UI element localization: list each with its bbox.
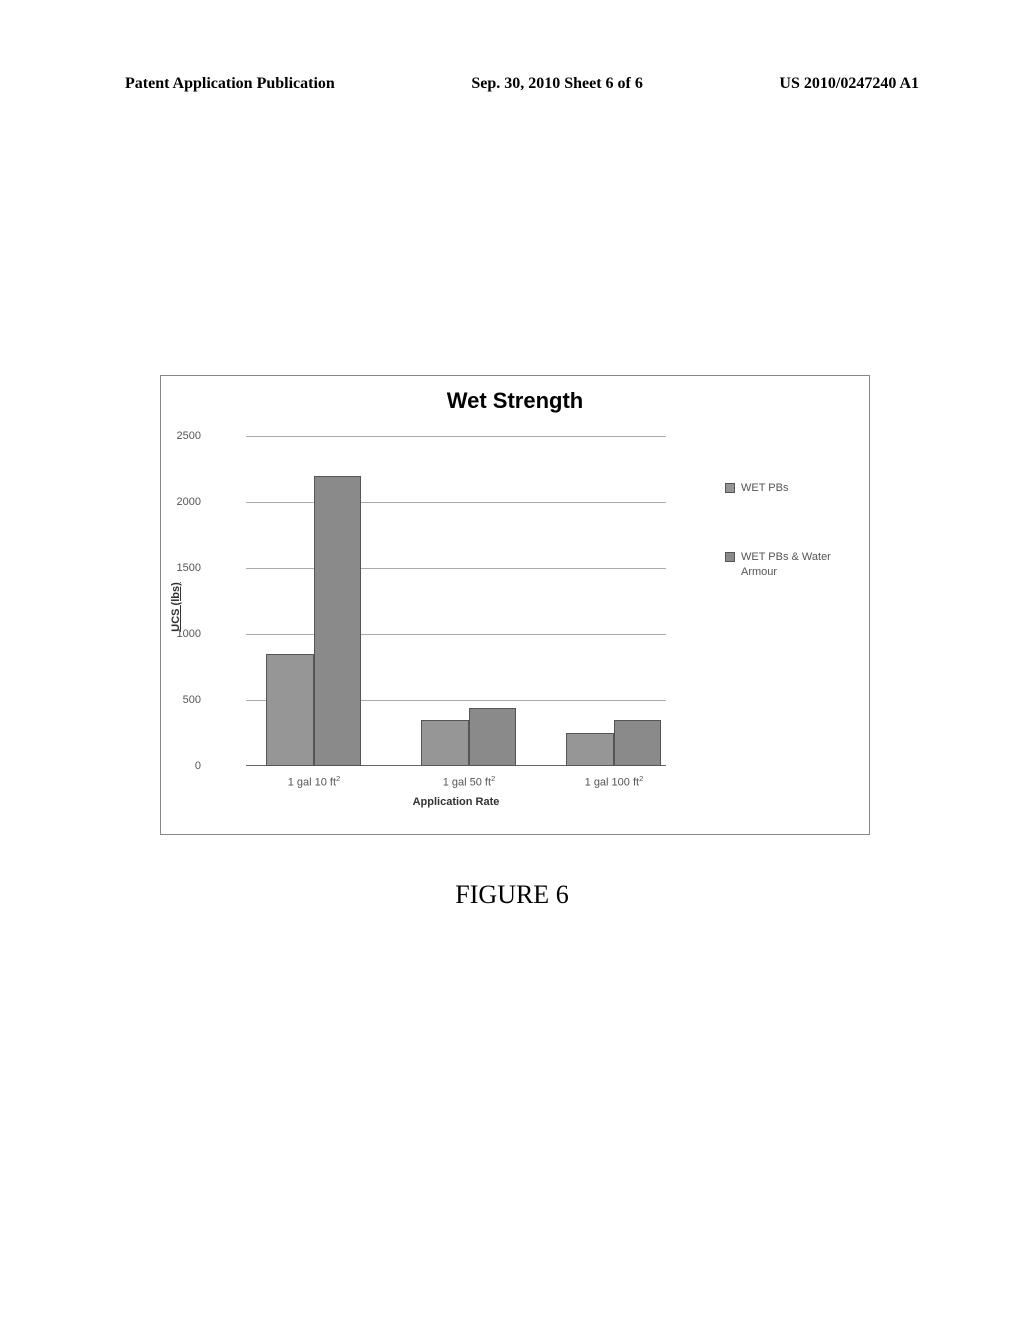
header-center: Sep. 30, 2010 Sheet 6 of 6 bbox=[471, 75, 643, 93]
legend-swatch bbox=[725, 483, 735, 493]
legend-text: WET PBs & Water Armour bbox=[741, 550, 851, 579]
plot-area: UCS (lbs) 05001000150020002500 Applicati… bbox=[246, 436, 666, 766]
chart-title: Wet Strength bbox=[161, 388, 869, 414]
bar bbox=[421, 720, 469, 766]
x-tick-label: 1 gal 10 ft2 bbox=[254, 774, 374, 789]
y-tick-label: 0 bbox=[195, 760, 201, 772]
legend-swatch bbox=[725, 552, 735, 562]
legend-text: WET PBs bbox=[741, 481, 788, 495]
y-tick-label: 1500 bbox=[177, 562, 201, 574]
bar-group bbox=[421, 708, 516, 766]
legend: WET PBs WET PBs & Water Armour bbox=[725, 481, 851, 634]
header-left: Patent Application Publication bbox=[125, 75, 335, 93]
legend-item: WET PBs bbox=[725, 481, 851, 495]
bar bbox=[566, 733, 614, 766]
x-tick-label: 1 gal 50 ft2 bbox=[409, 774, 529, 789]
figure-label: FIGURE 6 bbox=[455, 880, 568, 910]
bar-group bbox=[566, 720, 661, 766]
y-axis-label: UCS (lbs) bbox=[170, 582, 182, 632]
bar bbox=[266, 654, 314, 766]
page-header: Patent Application Publication Sep. 30, … bbox=[0, 75, 1024, 93]
legend-item: WET PBs & Water Armour bbox=[725, 550, 851, 579]
bar bbox=[614, 720, 662, 766]
header-right: US 2010/0247240 A1 bbox=[779, 75, 919, 93]
bar-group bbox=[266, 476, 361, 766]
chart-container: Wet Strength UCS (lbs) 05001000150020002… bbox=[160, 375, 870, 835]
gridline bbox=[246, 436, 666, 437]
x-tick-label: 1 gal 100 ft2 bbox=[554, 774, 674, 789]
bar bbox=[469, 708, 517, 766]
x-axis-label: Application Rate bbox=[413, 796, 500, 808]
y-tick-label: 2500 bbox=[177, 430, 201, 442]
y-tick-label: 500 bbox=[183, 694, 201, 706]
y-tick-label: 2000 bbox=[177, 496, 201, 508]
bar bbox=[314, 476, 362, 766]
y-tick-label: 1000 bbox=[177, 628, 201, 640]
